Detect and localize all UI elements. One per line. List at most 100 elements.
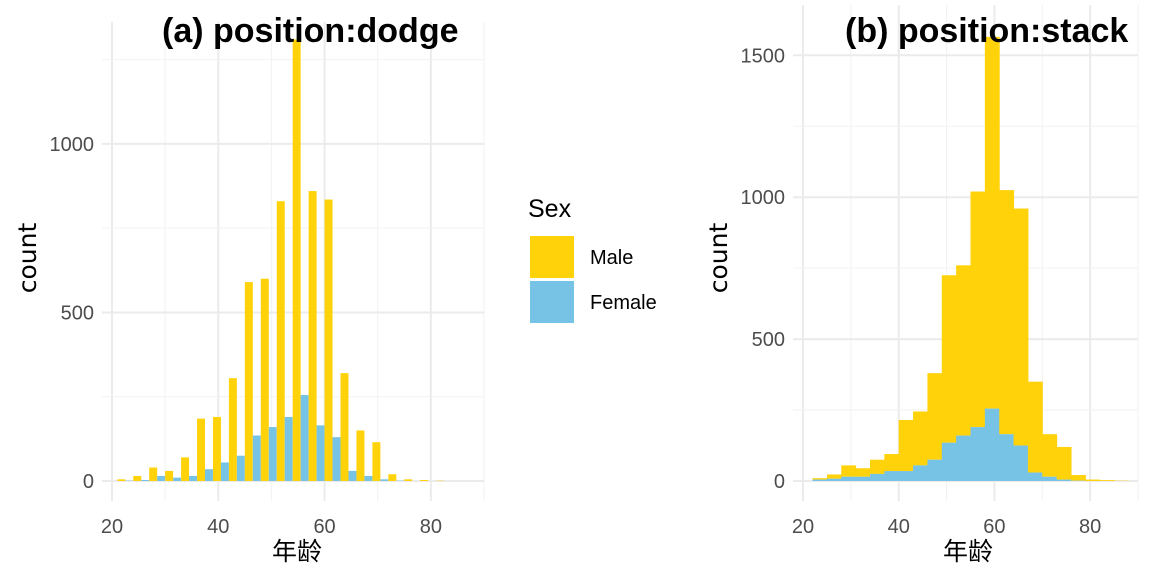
bar-female bbox=[1013, 445, 1029, 481]
panel-b-title: (b) position:stack bbox=[845, 12, 1128, 50]
bar-male bbox=[1027, 381, 1043, 473]
bar-female bbox=[898, 471, 914, 481]
bar-male bbox=[308, 191, 317, 481]
legend-swatch-male bbox=[530, 236, 574, 278]
bar-male bbox=[197, 418, 205, 481]
bar-female bbox=[220, 462, 229, 481]
bar-female bbox=[884, 471, 900, 481]
bar-male bbox=[324, 199, 333, 481]
legend: Sex Male Female bbox=[528, 195, 657, 323]
legend-label-male: Male bbox=[590, 247, 633, 269]
legend-label-female: Female bbox=[590, 292, 657, 314]
panel-b-ylabel: count bbox=[704, 223, 733, 294]
panel-a-xlabel: 年龄 bbox=[272, 537, 322, 566]
bar-female bbox=[141, 479, 150, 481]
bar-male bbox=[927, 373, 943, 460]
y-tick-label: 1000 bbox=[50, 134, 95, 156]
bar-male bbox=[1056, 446, 1072, 480]
bar-male bbox=[1085, 479, 1101, 481]
bar-female bbox=[999, 434, 1015, 481]
bar-male bbox=[404, 479, 413, 481]
x-tick-label: 60 bbox=[313, 516, 335, 538]
bar-female bbox=[205, 469, 213, 481]
legend-swatch-female bbox=[530, 281, 574, 323]
bar-male bbox=[898, 419, 914, 472]
bar-female bbox=[927, 459, 943, 481]
ticks-b: 20 40 60 80 0 500 1000 1500 bbox=[741, 45, 1102, 538]
x-tick-label: 80 bbox=[420, 516, 442, 538]
bar-male bbox=[999, 190, 1015, 435]
bar-male bbox=[181, 457, 190, 481]
bar-female bbox=[332, 437, 341, 481]
bar-female bbox=[1056, 479, 1072, 481]
bar-female bbox=[284, 416, 293, 481]
bars-b bbox=[812, 36, 1129, 481]
bar-male bbox=[372, 442, 381, 481]
y-tick-label: 0 bbox=[774, 471, 785, 493]
bar-male bbox=[941, 275, 957, 443]
bar-male bbox=[956, 265, 971, 436]
bar-female bbox=[364, 475, 373, 481]
y-tick-label: 500 bbox=[752, 329, 785, 351]
y-tick-label: 1000 bbox=[741, 187, 786, 209]
bar-male bbox=[276, 201, 285, 481]
bar-male bbox=[228, 378, 237, 481]
x-tick-label: 40 bbox=[207, 516, 229, 538]
bar-female bbox=[157, 475, 166, 481]
bar-male bbox=[165, 470, 174, 481]
bar-male bbox=[970, 191, 986, 428]
bar-female bbox=[970, 427, 986, 481]
bar-male bbox=[420, 479, 429, 481]
bar-female bbox=[956, 435, 971, 481]
x-tick-label: 40 bbox=[888, 516, 910, 538]
bar-female bbox=[316, 425, 325, 481]
bar-female bbox=[870, 473, 885, 481]
bar-male bbox=[292, 39, 301, 481]
x-tick-label: 60 bbox=[983, 516, 1005, 538]
bar-male bbox=[340, 373, 349, 481]
bar-male bbox=[841, 465, 857, 477]
x-tick-label: 20 bbox=[101, 516, 123, 538]
y-tick-label: 1500 bbox=[741, 45, 786, 67]
bar-male bbox=[1013, 208, 1029, 446]
bar-male bbox=[1042, 434, 1058, 477]
bar-male bbox=[812, 478, 828, 480]
bar-male bbox=[826, 474, 842, 479]
x-tick-label: 80 bbox=[1079, 516, 1101, 538]
legend-title: Sex bbox=[528, 195, 572, 223]
bar-female bbox=[268, 427, 277, 481]
bar-female bbox=[236, 455, 245, 481]
panel-a: 20 40 60 80 0 500 1000 (a) position:dodge 年龄 c… bbox=[13, 12, 485, 566]
bar-female bbox=[300, 395, 309, 481]
bar-female bbox=[1027, 472, 1043, 481]
panel-b-xlabel: 年龄 bbox=[943, 537, 993, 566]
bars-a bbox=[117, 39, 445, 481]
bar-male bbox=[117, 479, 126, 481]
bar-male bbox=[149, 467, 158, 481]
bar-male bbox=[984, 36, 1000, 409]
bar-female bbox=[1042, 476, 1058, 481]
bar-male bbox=[356, 430, 365, 481]
bar-male bbox=[212, 416, 221, 481]
bar-female bbox=[855, 476, 871, 481]
bar-female bbox=[189, 475, 198, 481]
bar-female bbox=[941, 442, 957, 481]
y-tick-label: 0 bbox=[83, 471, 94, 493]
bar-female bbox=[380, 479, 389, 481]
bar-female bbox=[252, 435, 261, 481]
y-tick-label: 500 bbox=[61, 302, 94, 324]
bar-male bbox=[1071, 475, 1086, 481]
bar-male bbox=[913, 411, 928, 466]
bar-female bbox=[984, 408, 1000, 481]
bar-female bbox=[348, 470, 357, 481]
bar-male bbox=[388, 474, 397, 481]
bar-male bbox=[1099, 480, 1115, 481]
bar-female bbox=[812, 479, 828, 481]
panel-a-ylabel: count bbox=[13, 223, 42, 294]
bar-male bbox=[855, 468, 871, 477]
bar-male bbox=[260, 278, 269, 481]
bar-female bbox=[826, 478, 842, 481]
bar-male bbox=[244, 282, 253, 481]
